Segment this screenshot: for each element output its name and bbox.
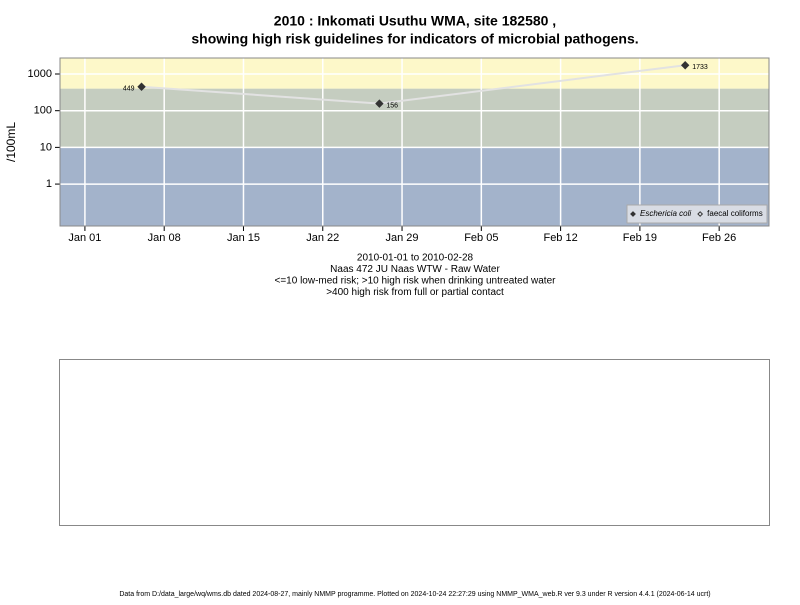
x-tick-label: Feb 19 <box>623 232 657 244</box>
chart-title: 2010 : Inkomati Usuthu WMA, site 182580 … <box>274 13 556 29</box>
y-tick-label: 1000 <box>28 68 52 80</box>
x-tick-label: Jan 22 <box>306 232 339 244</box>
legend-box <box>626 204 768 224</box>
legend-symbol <box>630 211 636 217</box>
x-axis-label: >400 high risk from full or partial cont… <box>326 287 504 298</box>
x-tick-label: Feb 26 <box>702 232 736 244</box>
legend-label: faecal coliforms <box>707 209 763 218</box>
data-point <box>375 99 384 108</box>
x-tick-label: Jan 01 <box>68 232 101 244</box>
data-label: 1733 <box>692 64 708 71</box>
data-point <box>137 82 146 91</box>
x-tick-label: Jan 08 <box>148 232 181 244</box>
x-tick-label: Jan 15 <box>227 232 260 244</box>
chart-subtitle: showing high risk guidelines for indicat… <box>191 31 638 47</box>
empty-panel <box>59 359 770 526</box>
y-tick-label: 100 <box>34 105 52 117</box>
x-tick-label: Jan 29 <box>386 232 419 244</box>
risk-band <box>60 88 769 148</box>
x-tick-label: Feb 05 <box>464 232 498 244</box>
x-axis-label: Naas 472 JU Naas WTW - Raw Water <box>330 264 500 275</box>
x-tick-label: Feb 12 <box>543 232 577 244</box>
plot-frame <box>59 57 770 227</box>
x-axis-label: <=10 low-med risk; >10 high risk when dr… <box>275 276 557 287</box>
y-tick-label: 1 <box>46 178 52 190</box>
footer: Data from D:/data_large/wq/wms.db dated … <box>119 591 710 598</box>
y-axis-label: /100mL <box>4 122 18 162</box>
data-label: 449 <box>123 86 135 93</box>
data-point <box>680 61 690 70</box>
legend-symbol <box>697 211 704 217</box>
x-axis-label: 2010-01-01 to 2010-02-28 <box>357 253 474 264</box>
y-tick-label: 10 <box>40 141 52 153</box>
data-label: 156 <box>386 102 398 109</box>
legend-label: Eschericia coli <box>640 209 691 218</box>
